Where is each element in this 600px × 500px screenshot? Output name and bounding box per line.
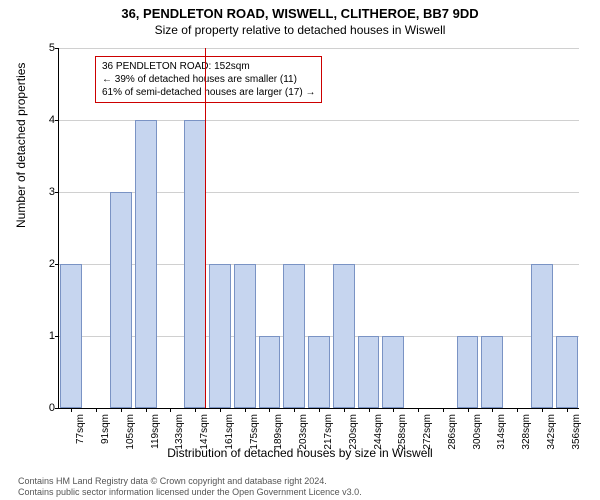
x-tick-label: 328sqm (521, 414, 532, 450)
x-tick-mark (96, 408, 97, 412)
y-axis-label: Number of detached properties (14, 63, 28, 228)
plot-area: 36 PENDLETON ROAD: 152sqm ← 39% of detac… (58, 48, 579, 409)
x-tick-label: 133sqm (174, 414, 185, 450)
x-tick-mark (492, 408, 493, 412)
x-tick-label: 258sqm (397, 414, 408, 450)
chart-container: 36, PENDLETON ROAD, WISWELL, CLITHEROE, … (0, 0, 600, 500)
bar (358, 336, 380, 408)
y-tick-label: 1 (37, 330, 55, 342)
bar (382, 336, 404, 408)
x-tick-label: 119sqm (150, 414, 161, 449)
x-tick-mark (319, 408, 320, 412)
x-tick-mark (369, 408, 370, 412)
x-tick-mark (443, 408, 444, 412)
footer-attribution: Contains HM Land Registry data © Crown c… (18, 476, 362, 499)
x-tick-mark (121, 408, 122, 412)
x-tick-mark (393, 408, 394, 412)
y-tick-label: 5 (37, 42, 55, 54)
x-tick-mark (418, 408, 419, 412)
bar (110, 192, 132, 408)
x-tick-mark (567, 408, 568, 412)
y-tick-label: 3 (37, 186, 55, 198)
x-tick-label: 230sqm (348, 414, 359, 450)
x-tick-mark (344, 408, 345, 412)
info-line-2: ← 39% of detached houses are smaller (11… (102, 73, 315, 86)
x-tick-label: 300sqm (472, 414, 483, 450)
title-address: 36, PENDLETON ROAD, WISWELL, CLITHEROE, … (0, 0, 600, 21)
bar (184, 120, 206, 408)
x-tick-label: 105sqm (125, 414, 136, 450)
x-tick-label: 77sqm (75, 414, 86, 444)
bar (135, 120, 157, 408)
bar (234, 264, 256, 408)
marker-line (205, 48, 206, 408)
y-tick-mark (55, 120, 59, 121)
info-line-1: 36 PENDLETON ROAD: 152sqm (102, 60, 315, 73)
x-tick-mark (294, 408, 295, 412)
info-box: 36 PENDLETON ROAD: 152sqm ← 39% of detac… (95, 56, 322, 103)
x-tick-label: 189sqm (273, 414, 284, 450)
x-tick-mark (195, 408, 196, 412)
x-tick-mark (146, 408, 147, 412)
x-tick-label: 203sqm (298, 414, 309, 450)
x-tick-mark (245, 408, 246, 412)
x-tick-mark (170, 408, 171, 412)
x-tick-mark (71, 408, 72, 412)
bar (457, 336, 479, 408)
bar (60, 264, 82, 408)
x-tick-label: 244sqm (373, 414, 384, 450)
info-line-3: 61% of semi-detached houses are larger (… (102, 86, 315, 99)
y-tick-mark (55, 192, 59, 193)
gridline (59, 48, 579, 49)
x-tick-label: 147sqm (199, 414, 210, 450)
x-tick-label: 272sqm (422, 414, 433, 450)
y-tick-label: 2 (37, 258, 55, 270)
x-tick-label: 175sqm (249, 414, 260, 450)
bar (209, 264, 231, 408)
x-tick-label: 356sqm (571, 414, 582, 450)
x-tick-mark (220, 408, 221, 412)
y-tick-mark (55, 408, 59, 409)
x-tick-mark (468, 408, 469, 412)
bar (308, 336, 330, 408)
y-tick-label: 0 (37, 402, 55, 414)
x-axis-label: Distribution of detached houses by size … (0, 446, 600, 460)
bar (556, 336, 578, 408)
bar (531, 264, 553, 408)
bar (481, 336, 503, 408)
x-tick-label: 161sqm (224, 414, 235, 450)
y-tick-mark (55, 336, 59, 337)
bar (259, 336, 281, 408)
footer-line-1: Contains HM Land Registry data © Crown c… (18, 476, 362, 487)
x-tick-label: 314sqm (496, 414, 507, 450)
y-tick-mark (55, 264, 59, 265)
x-tick-label: 286sqm (447, 414, 458, 450)
x-tick-label: 91sqm (100, 414, 111, 444)
x-tick-mark (517, 408, 518, 412)
x-tick-label: 217sqm (323, 414, 334, 450)
y-tick-mark (55, 48, 59, 49)
x-tick-mark (269, 408, 270, 412)
x-tick-mark (542, 408, 543, 412)
title-subtitle: Size of property relative to detached ho… (0, 21, 600, 37)
bar (333, 264, 355, 408)
x-tick-label: 342sqm (546, 414, 557, 450)
bar (283, 264, 305, 408)
footer-line-2: Contains public sector information licen… (18, 487, 362, 498)
y-tick-label: 4 (37, 114, 55, 126)
